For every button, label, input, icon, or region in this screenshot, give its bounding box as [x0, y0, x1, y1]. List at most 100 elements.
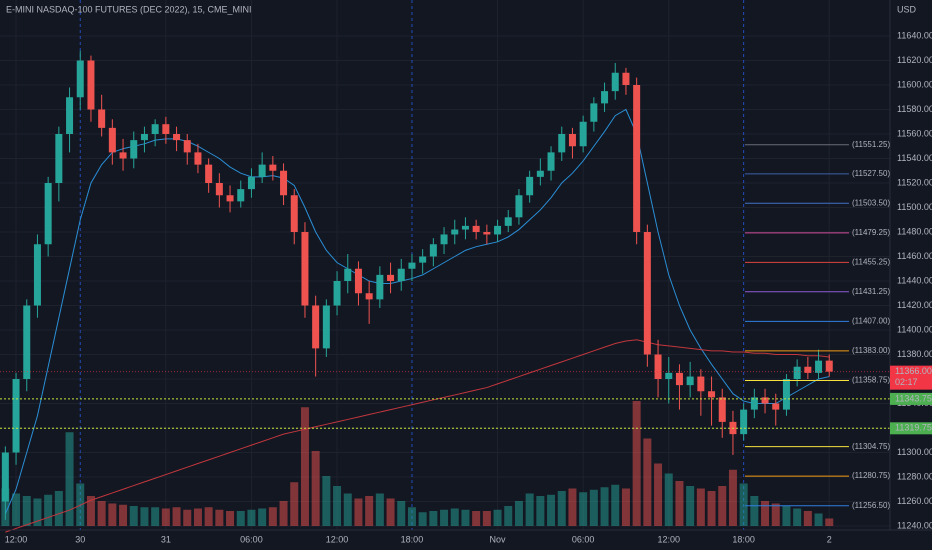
volume-bar — [204, 507, 213, 526]
candle-body — [740, 409, 748, 435]
x-tick-label: 31 — [161, 534, 171, 544]
candle-body — [793, 366, 801, 379]
volume-bar — [525, 493, 534, 526]
candle-body — [333, 281, 341, 306]
volume-bar — [86, 496, 95, 526]
volume-bar — [397, 501, 406, 526]
chart-title: E-MINI NASDAQ-100 FUTURES (DEC 2022), 15… — [6, 4, 252, 14]
volume-bar — [718, 486, 727, 526]
last-price-label: 11366.00 — [895, 366, 932, 376]
candle-body — [130, 140, 138, 159]
volume-bar — [151, 507, 160, 526]
volume-bar — [333, 486, 342, 526]
y-tick-label: 11520.00 — [897, 177, 932, 187]
volume-bar — [461, 509, 470, 526]
x-tick-label: 18:00 — [401, 534, 424, 544]
candle-body — [247, 176, 255, 190]
volume-bar — [12, 493, 21, 526]
y-tick-label: 11620.00 — [897, 55, 932, 65]
candle-body — [718, 397, 726, 422]
volume-bar — [161, 508, 170, 526]
y-tick-label: 11500.00 — [897, 202, 932, 212]
alert-badge — [890, 392, 932, 405]
volume-bar — [193, 508, 202, 526]
level-label: (11407.00) — [852, 317, 890, 326]
candle-body — [354, 268, 362, 294]
candle-body — [173, 134, 181, 141]
candle-body — [23, 305, 31, 379]
volume-bar — [600, 487, 609, 526]
x-tick-label: 30 — [75, 534, 85, 544]
volume-bar — [782, 506, 791, 526]
candle-body — [151, 124, 159, 134]
x-tick-label: 2 — [827, 534, 832, 544]
candle-body — [322, 305, 330, 349]
levels: (11551.25) (11527.50) (11503.50) (11479.25)… — [0, 140, 890, 510]
volume-bar — [696, 488, 705, 526]
volume-bar — [97, 501, 106, 526]
volume-bar — [621, 488, 630, 526]
volume-bar — [632, 401, 641, 526]
level-label: (11551.25) — [852, 140, 890, 149]
candle-body — [547, 152, 555, 171]
y-tick-label: 11600.00 — [897, 79, 932, 89]
volume-bar — [311, 451, 320, 526]
candle-body — [643, 232, 651, 355]
candle-body — [536, 170, 544, 177]
volume-bar — [504, 506, 513, 526]
candle-body — [665, 372, 673, 379]
y-tick-label: 11580.00 — [897, 104, 932, 114]
volume-bar — [129, 506, 138, 526]
countdown: 02:17 — [895, 377, 918, 387]
grid — [0, 0, 890, 530]
candle-body — [750, 397, 758, 410]
volume-bar — [108, 503, 117, 526]
volume-bar — [300, 407, 309, 526]
candle-body — [579, 121, 587, 147]
candle-body — [483, 232, 491, 235]
candle-body — [226, 195, 234, 202]
volume-bar — [279, 501, 288, 526]
candle-body — [205, 164, 213, 183]
alert-badge — [890, 422, 932, 435]
y-tick-label: 11400.00 — [897, 324, 932, 334]
candle-body — [815, 360, 823, 373]
y-tick-label: 11240.00 — [897, 520, 932, 530]
volume-bar — [386, 498, 395, 526]
candle-body — [119, 152, 127, 159]
level-label: (11256.50) — [852, 501, 890, 510]
volume-bar — [33, 498, 42, 526]
candle-body — [451, 229, 459, 235]
volume-bar — [589, 489, 598, 526]
candle-body — [258, 164, 266, 177]
currency: USD — [897, 4, 917, 14]
price-axis: 11240.0011260.0011280.0011300.0011320.00… — [5, 30, 932, 544]
candle-body — [804, 366, 812, 373]
volume-bar — [579, 492, 588, 526]
volume-bar — [771, 503, 780, 526]
candle-body — [675, 372, 683, 386]
level-label: (11280.75) — [852, 471, 890, 480]
candle-body — [12, 379, 20, 453]
level-label: (11358.75) — [852, 376, 890, 385]
candle-body — [429, 244, 437, 257]
candle-body — [761, 397, 769, 404]
candle-body — [365, 293, 373, 300]
y-tick-label: 11440.00 — [897, 275, 932, 285]
volume-bar — [472, 511, 481, 526]
y-tick-label: 11460.00 — [897, 251, 932, 261]
candle-body — [269, 164, 277, 171]
volume-bar — [793, 508, 802, 526]
candle-body — [33, 244, 41, 306]
x-tick-label: 18:00 — [732, 534, 755, 544]
volume-bar — [761, 501, 770, 526]
candle-body — [215, 183, 223, 196]
candle-body — [633, 85, 641, 232]
volume-bar — [814, 513, 823, 526]
x-tick-label: 06:00 — [572, 534, 595, 544]
volume-bar — [418, 512, 427, 526]
y-tick-label: 11560.00 — [897, 128, 932, 138]
moving-averages — [4, 108, 830, 533]
